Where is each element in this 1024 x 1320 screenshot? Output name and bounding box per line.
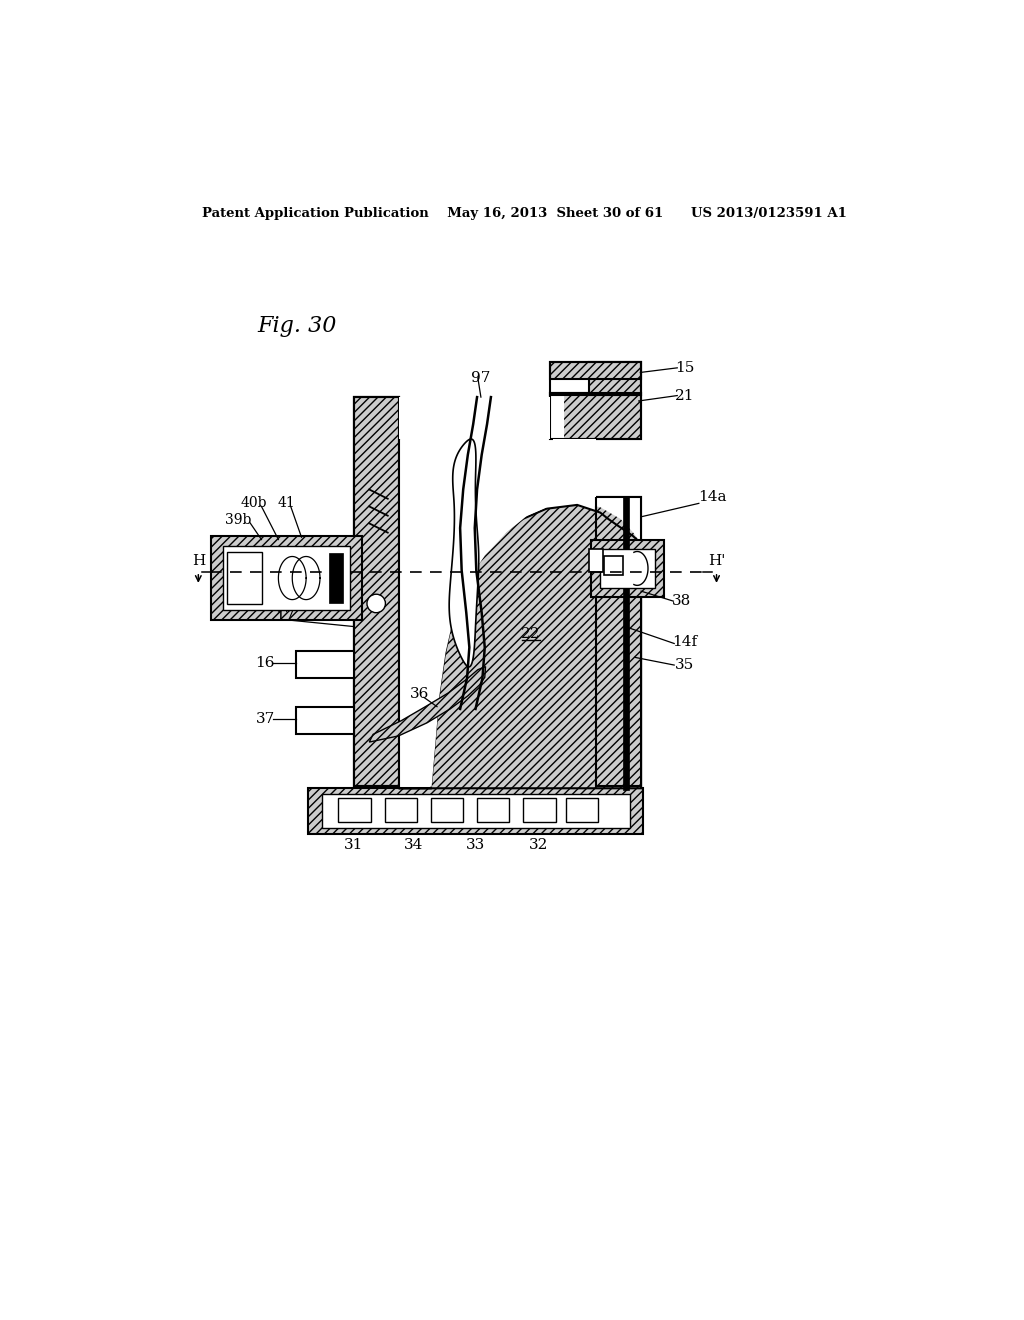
Bar xyxy=(354,397,398,785)
Text: 36: 36 xyxy=(410,686,429,701)
Bar xyxy=(223,545,350,610)
Bar xyxy=(553,440,596,498)
Text: H: H xyxy=(191,554,205,568)
Text: 14a: 14a xyxy=(697,490,726,504)
Bar xyxy=(596,498,641,785)
Bar xyxy=(596,498,641,785)
Text: 14f: 14f xyxy=(673,635,697,649)
Text: 22: 22 xyxy=(521,627,541,642)
Text: 35: 35 xyxy=(676,659,694,672)
Text: 41: 41 xyxy=(278,496,296,511)
Bar xyxy=(339,797,371,822)
Bar xyxy=(322,795,630,829)
Bar xyxy=(604,557,624,576)
Bar xyxy=(477,797,509,822)
Bar xyxy=(431,797,463,822)
Bar xyxy=(591,540,665,598)
Bar xyxy=(354,397,398,785)
Bar xyxy=(330,553,343,603)
Bar xyxy=(623,498,629,789)
Text: H': H' xyxy=(708,554,725,568)
Bar xyxy=(226,552,262,605)
Bar xyxy=(600,549,655,589)
Circle shape xyxy=(367,594,385,612)
Bar xyxy=(296,706,354,734)
Text: 16: 16 xyxy=(256,656,275,669)
Bar xyxy=(590,549,603,572)
Bar xyxy=(211,536,361,620)
Bar xyxy=(399,397,550,440)
Polygon shape xyxy=(398,506,641,788)
Bar xyxy=(550,393,641,440)
Bar xyxy=(565,797,598,822)
Bar xyxy=(307,788,643,834)
Text: 33: 33 xyxy=(466,838,485,853)
Polygon shape xyxy=(398,393,641,787)
Text: 15: 15 xyxy=(675,360,694,375)
Polygon shape xyxy=(370,667,485,742)
Bar xyxy=(523,797,556,822)
Text: 37: 37 xyxy=(256,711,274,726)
Text: 34: 34 xyxy=(404,838,424,853)
Bar xyxy=(296,651,354,678)
Text: 32: 32 xyxy=(529,838,548,853)
Text: 97: 97 xyxy=(471,371,490,385)
Polygon shape xyxy=(450,440,479,667)
Bar xyxy=(589,363,641,395)
Text: Patent Application Publication    May 16, 2013  Sheet 30 of 61      US 2013/0123: Patent Application Publication May 16, 2… xyxy=(203,207,847,220)
Text: 40b: 40b xyxy=(241,496,267,511)
Bar xyxy=(550,363,641,379)
Text: 39b: 39b xyxy=(225,513,252,527)
Bar xyxy=(354,397,398,785)
Text: 17: 17 xyxy=(274,610,294,624)
Text: 38: 38 xyxy=(672,594,691,609)
Text: 31: 31 xyxy=(344,838,364,853)
Text: Fig. 30: Fig. 30 xyxy=(258,315,337,338)
Bar xyxy=(550,363,641,395)
Bar xyxy=(550,393,641,440)
Bar xyxy=(385,797,417,822)
Text: 21: 21 xyxy=(675,388,694,403)
